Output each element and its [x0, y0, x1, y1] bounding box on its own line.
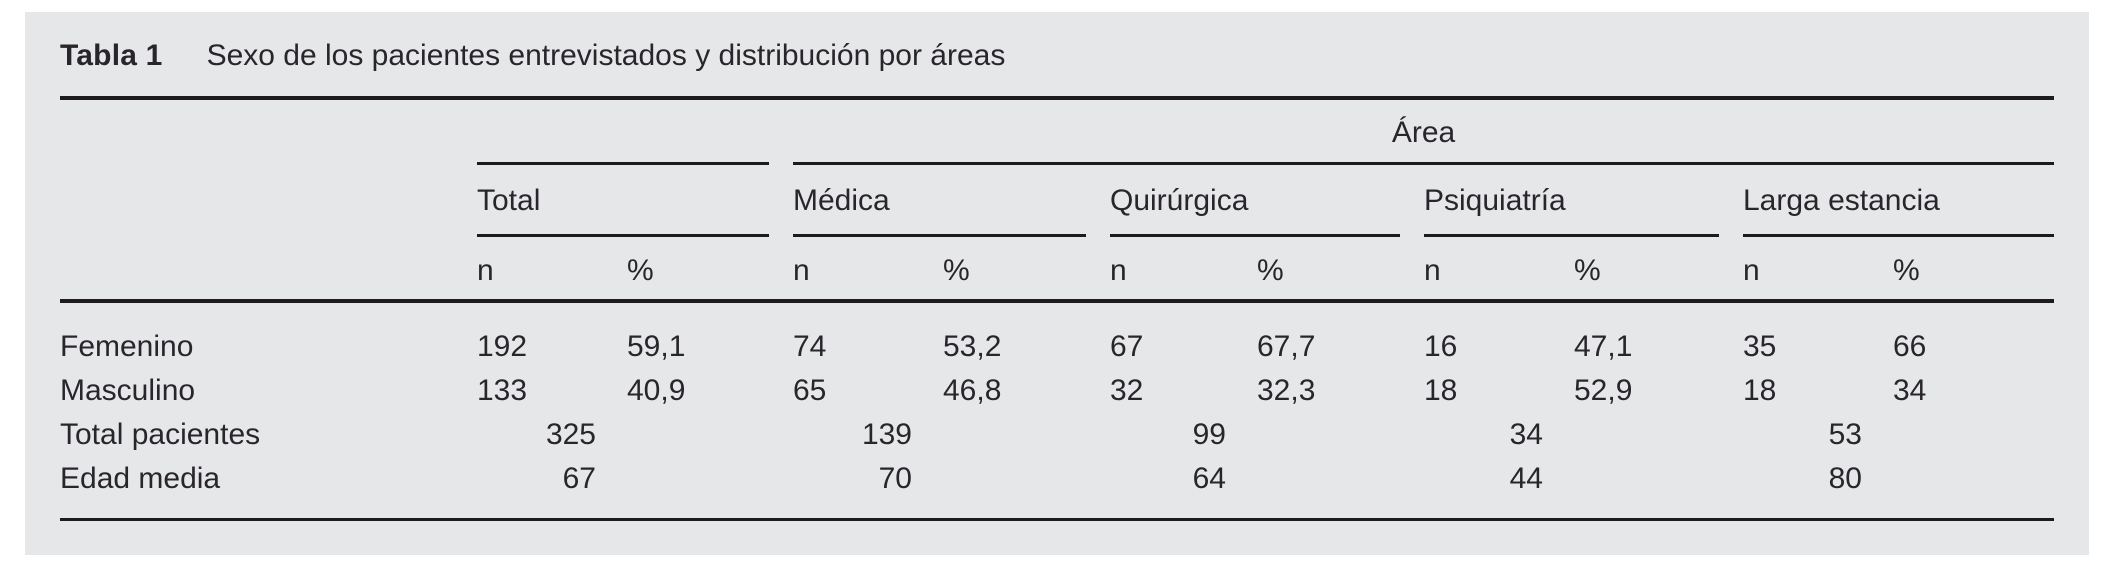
data-cell: 67	[1110, 330, 1144, 363]
spacer-cell	[60, 165, 477, 237]
data-cell: 65	[793, 374, 827, 407]
top-rule	[60, 96, 2054, 100]
table-content: Tabla 1 Sexo de los pacientes entrevista…	[60, 12, 2054, 521]
subheader-pct: %	[627, 237, 793, 303]
column-group-larga-estancia: Larga estancia	[1743, 165, 2054, 237]
subheader-pct: %	[1574, 237, 1743, 303]
area-header-label: Área	[1391, 115, 1456, 149]
subheader-row: n % n % n % n % n %	[60, 237, 2054, 303]
data-cell-group-total: 325	[545, 418, 596, 451]
table-row: Edad media 67 70 64 44 80	[60, 457, 2054, 501]
data-cell-group-total: 64	[1192, 462, 1226, 495]
data-cell: 66	[1893, 330, 1927, 363]
data-cell: 74	[793, 330, 827, 363]
data-cell: 67,7	[1257, 330, 1316, 363]
column-groups-row: Total Médica Quirúrgica Psiquiatría Larg…	[60, 165, 2054, 237]
data-cell: 46,8	[943, 374, 1002, 407]
data-cell: 192	[477, 330, 528, 363]
row-label: Total pacientes	[60, 418, 261, 451]
column-group-total: Total	[477, 165, 793, 237]
data-cell-group-total: 34	[1509, 418, 1543, 451]
spacer-cell	[60, 237, 477, 303]
area-spanner-row: Área	[60, 100, 2054, 165]
caption-label: Tabla 1	[60, 39, 163, 72]
data-cell: 133	[477, 374, 528, 407]
data-cell: 47,1	[1574, 330, 1633, 363]
data-cell-group-total: 44	[1509, 462, 1543, 495]
subheader-pct: %	[1257, 237, 1424, 303]
column-group-quirurgica: Quirúrgica	[1110, 165, 1424, 237]
table-row: Total pacientes 325 139 99 34 53	[60, 413, 2054, 457]
table-panel: Tabla 1 Sexo de los pacientes entrevista…	[25, 12, 2089, 555]
data-cell: 32	[1110, 374, 1144, 407]
caption-text: Sexo de los pacientes entrevistados y di…	[206, 39, 1006, 72]
area-spanner-header: Área	[793, 100, 2054, 165]
column-group-medica: Médica	[793, 165, 1110, 237]
data-cell: 34	[1893, 374, 1927, 407]
row-label: Edad media	[60, 462, 221, 495]
table-row: Masculino 133 40,9 65 46,8 32 32,3 18 52…	[60, 369, 2054, 413]
spacer-cell	[60, 100, 477, 165]
row-label: Masculino	[60, 374, 196, 407]
data-cell: 52,9	[1574, 374, 1633, 407]
subheader-n: n	[793, 237, 943, 303]
table-caption: Tabla 1 Sexo de los pacientes entrevista…	[60, 38, 2054, 74]
column-group-psiquiatria: Psiquiatría	[1424, 165, 1743, 237]
data-cell: 16	[1424, 330, 1458, 363]
data-cell-group-total: 70	[878, 462, 912, 495]
data-cell: 59,1	[627, 330, 686, 363]
data-cell-group-total: 99	[1192, 418, 1226, 451]
subheader-n: n	[1424, 237, 1574, 303]
total-group-overline	[477, 100, 793, 165]
subheader-n: n	[477, 237, 627, 303]
data-cell-group-total: 139	[861, 418, 912, 451]
data-cell: 18	[1424, 374, 1458, 407]
subheader-pct: %	[943, 237, 1110, 303]
table-row: Femenino 192 59,1 74 53,2 67 67,7 16 47,…	[60, 325, 2054, 369]
data-cell: 53,2	[943, 330, 1002, 363]
data-cell-group-total: 80	[1828, 462, 1862, 495]
subheader-n: n	[1110, 237, 1257, 303]
data-cell: 40,9	[627, 374, 686, 407]
subheader-n: n	[1743, 237, 1893, 303]
row-label: Femenino	[60, 330, 194, 363]
data-cell: 32,3	[1257, 374, 1316, 407]
data-cell: 35	[1743, 330, 1777, 363]
data-cell-group-total: 67	[562, 462, 596, 495]
bottom-rule	[60, 518, 2054, 521]
table-body: Femenino 192 59,1 74 53,2 67 67,7 16 47,…	[60, 303, 2054, 518]
data-cell: 18	[1743, 374, 1777, 407]
data-cell-group-total: 53	[1828, 418, 1862, 451]
subheader-pct: %	[1893, 237, 2054, 303]
